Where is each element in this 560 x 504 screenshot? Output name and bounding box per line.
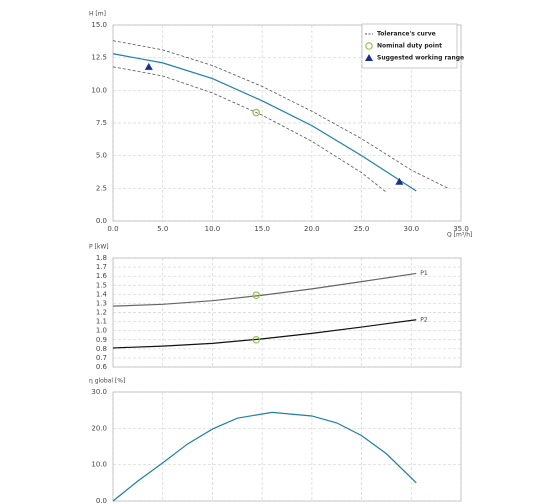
data-line: [112, 319, 417, 349]
series-label: P2: [420, 316, 428, 323]
x-tick-label: 25.0: [354, 225, 370, 233]
data-line: [112, 66, 387, 193]
range-marker: [395, 177, 404, 185]
x-tick-label: 20.0: [304, 225, 320, 233]
y-tick-label: 1.1: [96, 318, 107, 326]
x-tick-label: 35.0: [453, 225, 469, 233]
data-line: [112, 272, 417, 307]
y-tick-label: 0.0: [96, 217, 107, 225]
y-tick-label: 1.8: [96, 254, 107, 262]
x-axis-label: Q [m³/h]: [447, 232, 472, 239]
x-tick-label: 15.0: [254, 225, 270, 233]
legend-label: Suggested working range: [377, 55, 464, 62]
x-tick-label: 30.0: [403, 225, 419, 233]
y-tick-label: 20.0: [91, 424, 107, 432]
y-axis-label: η global [%]: [89, 378, 125, 385]
plot-frame: [112, 391, 462, 502]
y-axis-label: H [m]: [89, 11, 106, 18]
range-marker: [144, 62, 153, 70]
duty-point: [252, 291, 260, 300]
duty-point: [252, 108, 260, 117]
x-tick-label: 10.0: [205, 225, 221, 233]
data-line: [112, 53, 417, 192]
legend-swatch: [365, 54, 373, 61]
y-tick-label: 0.0: [96, 497, 107, 504]
y-tick-label: 1.7: [96, 263, 107, 271]
data-line: [112, 40, 449, 189]
y-tick-label: 0.7: [96, 354, 107, 362]
y-tick-label: 0.9: [96, 336, 107, 344]
series-label: P1: [420, 270, 428, 277]
y-tick-label: 1.5: [96, 281, 107, 289]
y-tick-label: 1.4: [96, 290, 108, 298]
plot-frame: [112, 24, 462, 222]
y-tick-label: 7.5: [96, 119, 107, 127]
y-tick-label: 12.5: [91, 54, 107, 62]
legend-swatch: [365, 42, 373, 50]
duty-point: [252, 335, 260, 344]
y-tick-label: 1.0: [96, 327, 107, 335]
y-tick-label: 0.8: [96, 345, 107, 353]
y-tick-label: 0.6: [96, 363, 108, 371]
y-tick-label: 10.0: [91, 461, 107, 469]
legend-label: Tolerance's curve: [377, 31, 436, 38]
y-tick-label: 1.6: [96, 272, 108, 280]
y-tick-label: 15.0: [91, 21, 107, 29]
plot-frame: [112, 257, 462, 368]
y-tick-label: 1.3: [96, 299, 107, 307]
y-axis-label: P [kW]: [89, 244, 109, 251]
legend-label: Nominal duty point: [377, 43, 442, 50]
y-tick-label: 10.0: [91, 86, 107, 94]
y-tick-label: 2.5: [96, 184, 107, 192]
y-tick-label: 1.2: [96, 309, 107, 317]
legend-box: [361, 23, 458, 69]
y-tick-label: 30.0: [91, 388, 107, 396]
data-line: [112, 411, 417, 502]
x-tick-label: 0.0: [107, 225, 118, 233]
y-tick-label: 5.0: [96, 152, 107, 160]
x-tick-label: 5.0: [157, 225, 168, 233]
